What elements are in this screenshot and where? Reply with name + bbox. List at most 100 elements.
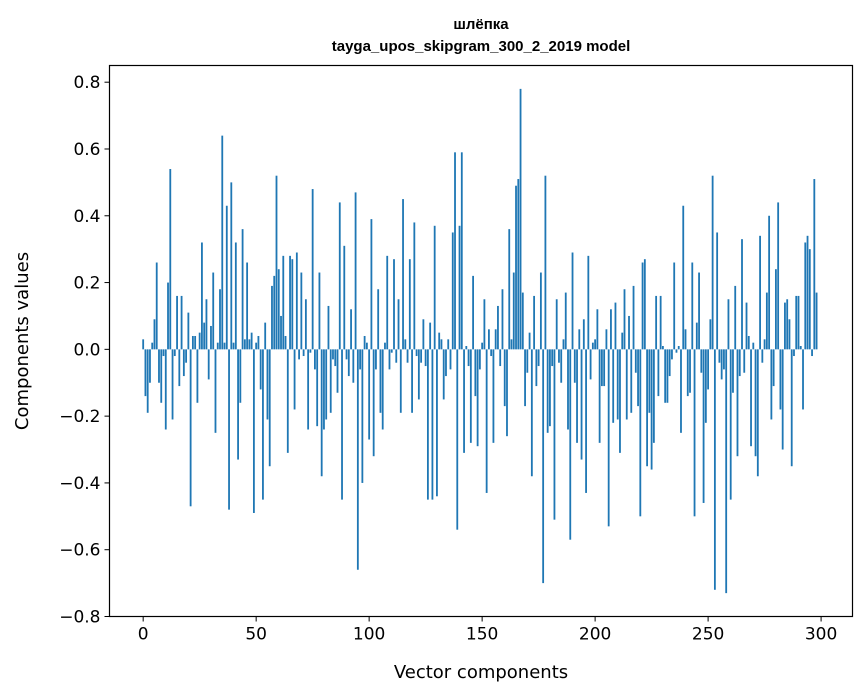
bar-204 bbox=[603, 349, 606, 387]
bar-275 bbox=[763, 339, 766, 350]
bar-235 bbox=[673, 262, 676, 350]
bar-237 bbox=[677, 346, 680, 350]
bar-175 bbox=[537, 349, 540, 367]
bar-183 bbox=[555, 299, 558, 350]
bar-30 bbox=[210, 325, 212, 350]
bar-233 bbox=[668, 349, 671, 377]
bar-200 bbox=[594, 339, 597, 350]
bar-82 bbox=[327, 305, 330, 350]
bar-38 bbox=[228, 349, 230, 510]
x-tick-label: 50 bbox=[245, 625, 267, 645]
bar-199 bbox=[591, 342, 594, 350]
bar-258 bbox=[725, 349, 728, 594]
bar-263 bbox=[736, 349, 739, 457]
bar-271 bbox=[754, 349, 757, 457]
bar-260 bbox=[729, 349, 732, 500]
bar-63 bbox=[284, 335, 287, 350]
bar-66 bbox=[291, 259, 294, 350]
bar-75 bbox=[311, 189, 314, 350]
bar-130 bbox=[436, 349, 438, 497]
y-axis-ticks: −0.8 −0.6 −0.4 −0.2 0.0 0.2 0.4 0.6 0.8 bbox=[59, 73, 110, 628]
bar-112 bbox=[395, 349, 398, 363]
bar-122 bbox=[417, 349, 420, 400]
bar-41 bbox=[234, 242, 237, 350]
bar-163 bbox=[510, 339, 513, 350]
bar-285 bbox=[786, 299, 789, 350]
bar-73 bbox=[307, 349, 310, 430]
bar-294 bbox=[806, 235, 809, 350]
bar-205 bbox=[605, 329, 608, 350]
bar-6 bbox=[155, 262, 158, 350]
bar-227 bbox=[655, 295, 658, 350]
bar-157 bbox=[497, 305, 499, 350]
bar-223 bbox=[646, 349, 648, 467]
bar-87 bbox=[338, 202, 341, 350]
bar-102 bbox=[372, 349, 375, 457]
bar-58 bbox=[273, 275, 276, 350]
bar-84 bbox=[332, 349, 334, 360]
bar-274 bbox=[761, 349, 764, 363]
bar-241 bbox=[686, 349, 689, 397]
bar-131 bbox=[438, 332, 441, 350]
bar-208 bbox=[612, 349, 615, 423]
bar-177 bbox=[542, 349, 545, 584]
bar-116 bbox=[404, 339, 407, 350]
bar-138 bbox=[454, 152, 456, 350]
bar-47 bbox=[248, 339, 251, 350]
bar-276 bbox=[765, 292, 768, 350]
bar-33 bbox=[216, 342, 219, 350]
bar-60 bbox=[277, 269, 280, 350]
bar-160 bbox=[503, 349, 506, 407]
bar-187 bbox=[564, 292, 567, 350]
bar-249 bbox=[704, 349, 707, 423]
bar-118 bbox=[408, 259, 411, 350]
y-tick-label: 0.4 bbox=[73, 207, 100, 227]
bar-64 bbox=[286, 349, 289, 453]
bar-291 bbox=[799, 346, 802, 350]
bar-85 bbox=[334, 349, 337, 367]
bar-179 bbox=[546, 349, 549, 433]
bar-211 bbox=[619, 349, 621, 453]
bar-225 bbox=[650, 349, 653, 470]
bar-244 bbox=[693, 349, 696, 517]
bar-190 bbox=[571, 252, 574, 350]
bar-297 bbox=[813, 179, 816, 350]
bar-240 bbox=[684, 329, 687, 350]
chart-subtitle: tayga_upos_skipgram_300_2_2019 model bbox=[332, 38, 631, 55]
y-tick-label: −0.8 bbox=[59, 608, 100, 628]
x-tick-label: 150 bbox=[466, 625, 498, 645]
bar-126 bbox=[426, 349, 429, 500]
bar-22 bbox=[191, 335, 194, 350]
bar-156 bbox=[494, 329, 497, 350]
bar-123 bbox=[420, 349, 423, 363]
bar-77 bbox=[316, 349, 319, 427]
bar-144 bbox=[467, 349, 470, 367]
bar-189 bbox=[569, 349, 572, 540]
bar-161 bbox=[506, 349, 508, 437]
bar-169 bbox=[524, 349, 526, 407]
bar-13 bbox=[171, 349, 174, 420]
bar-279 bbox=[772, 349, 775, 387]
bar-48 bbox=[250, 332, 253, 350]
bar-201 bbox=[596, 309, 599, 350]
bar-214 bbox=[625, 349, 628, 420]
bar-292 bbox=[802, 349, 804, 410]
bar-133 bbox=[442, 349, 445, 400]
bar-72 bbox=[304, 299, 307, 350]
bar-262 bbox=[734, 285, 737, 350]
bar-92 bbox=[350, 309, 352, 350]
bar-212 bbox=[621, 332, 624, 350]
bar-117 bbox=[406, 349, 409, 363]
bar-19 bbox=[185, 349, 188, 363]
bar-293 bbox=[804, 242, 807, 350]
bar-286 bbox=[788, 319, 791, 350]
bar-0 bbox=[142, 339, 145, 350]
y-axis-label: Components values bbox=[12, 252, 33, 430]
bar-172 bbox=[530, 349, 533, 477]
bar-35 bbox=[221, 135, 224, 350]
bar-114 bbox=[399, 349, 402, 413]
bar-46 bbox=[246, 262, 249, 350]
bar-109 bbox=[388, 349, 391, 370]
bar-17 bbox=[180, 295, 183, 350]
